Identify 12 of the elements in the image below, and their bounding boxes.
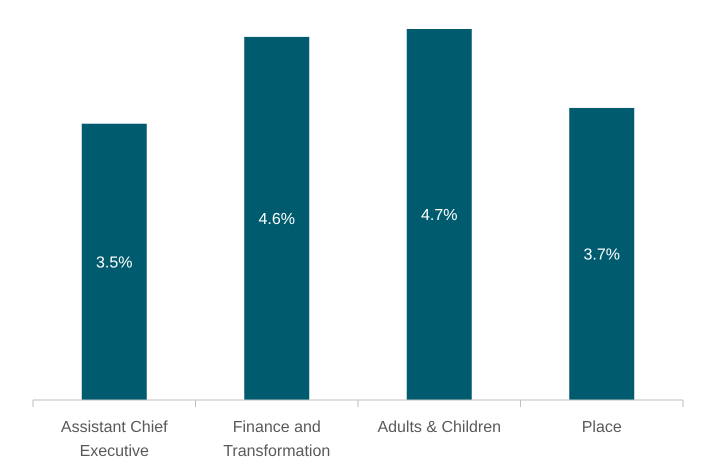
bar (244, 36, 310, 400)
x-tick-label: Adults & Children (377, 419, 502, 436)
bar (569, 108, 634, 400)
bar (406, 29, 472, 400)
x-tick-label: Assistant Chief Executive (60, 419, 168, 460)
data-label: 4.6% (258, 211, 295, 228)
data-label: 4.7% (421, 207, 458, 224)
x-tick-label: Place (582, 419, 622, 436)
x-tick-label: Finance and Transformation (223, 419, 330, 460)
data-label: 3.5% (96, 254, 132, 272)
data-label: 3.7% (584, 246, 620, 264)
bar (82, 124, 147, 400)
